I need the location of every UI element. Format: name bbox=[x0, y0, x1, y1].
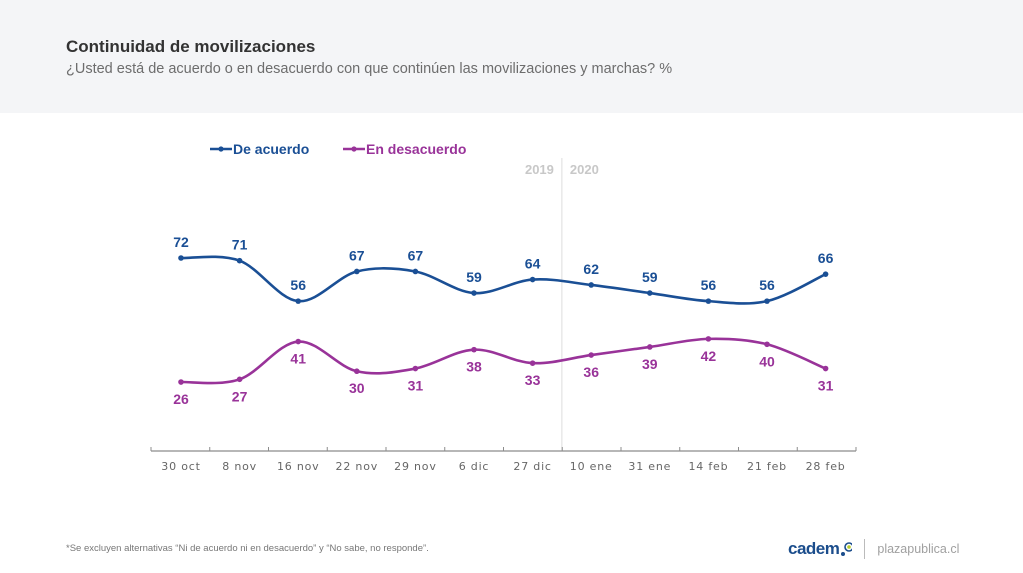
data-label-en-desacuerdo: 30 bbox=[349, 380, 365, 396]
data-point-en-desacuerdo bbox=[764, 341, 770, 348]
x-axis: 30 oct 8 nov 16 nov 22 nov 29 nov 6 dic 27 dic… bbox=[150, 447, 857, 473]
data-label-de-acuerdo: 59 bbox=[642, 269, 658, 285]
year-divider: 2019 2020 bbox=[525, 158, 599, 451]
data-point-de-acuerdo bbox=[822, 271, 829, 277]
data-label-de-acuerdo: 67 bbox=[349, 247, 365, 263]
cadem-logo-icon bbox=[841, 542, 853, 556]
data-point-en-desacuerdo bbox=[236, 376, 243, 383]
x-tick-label: 27 dic bbox=[513, 460, 551, 473]
data-point-de-acuerdo bbox=[647, 290, 653, 296]
data-label-de-acuerdo: 56 bbox=[701, 277, 717, 293]
legend-label-en-desacuerdo: En desacuerdo bbox=[366, 141, 466, 157]
data-label-en-desacuerdo: 26 bbox=[173, 391, 189, 407]
legend-marker-de-acuerdo bbox=[218, 146, 224, 152]
data-label-de-acuerdo: 66 bbox=[818, 250, 834, 266]
brand-block: cadem plazapublica.cl bbox=[788, 539, 959, 559]
data-point-en-desacuerdo bbox=[588, 352, 594, 358]
x-tick-label: 10 ene bbox=[570, 460, 613, 473]
x-tick-label: 21 feb bbox=[747, 460, 787, 473]
series-de-acuerdo: 72 71 56 67 67 59 64 62 59 56 56 66 bbox=[173, 234, 834, 305]
data-label-en-desacuerdo: 39 bbox=[642, 356, 658, 372]
data-label-de-acuerdo: 56 bbox=[290, 277, 306, 293]
footnote: *Se excluyen alternativas “Ni de acuerdo… bbox=[66, 543, 429, 554]
legend-item-en-desacuerdo: En desacuerdo bbox=[343, 141, 466, 157]
data-point-en-desacuerdo bbox=[822, 365, 829, 372]
x-tick-label: 31 ene bbox=[628, 460, 671, 473]
data-point-de-acuerdo bbox=[236, 257, 243, 264]
data-label-en-desacuerdo: 31 bbox=[408, 378, 424, 394]
data-label-de-acuerdo: 67 bbox=[408, 247, 424, 263]
cadem-logo: cadem bbox=[788, 539, 840, 559]
data-point-de-acuerdo bbox=[354, 268, 360, 275]
x-tick-label: 14 feb bbox=[688, 460, 728, 473]
data-point-de-acuerdo bbox=[178, 255, 184, 261]
x-tick-label: 28 feb bbox=[806, 460, 846, 473]
series-line-de-acuerdo bbox=[179, 255, 827, 305]
x-tick-label: 30 oct bbox=[161, 460, 200, 473]
data-point-de-acuerdo bbox=[471, 290, 477, 296]
data-label-en-desacuerdo: 31 bbox=[818, 378, 834, 394]
x-tick-label: 16 nov bbox=[277, 460, 320, 473]
data-point-en-desacuerdo bbox=[471, 346, 477, 353]
data-point-en-desacuerdo bbox=[178, 379, 184, 385]
data-label-en-desacuerdo: 33 bbox=[525, 372, 541, 388]
data-point-de-acuerdo bbox=[295, 298, 302, 304]
data-point-de-acuerdo bbox=[588, 282, 594, 288]
data-point-en-desacuerdo bbox=[412, 365, 419, 372]
legend-marker-en-desacuerdo bbox=[351, 146, 357, 152]
data-point-en-desacuerdo bbox=[705, 336, 712, 342]
data-point-de-acuerdo bbox=[529, 276, 536, 283]
year-label-2019: 2019 bbox=[525, 162, 554, 177]
data-label-de-acuerdo: 72 bbox=[173, 234, 189, 250]
data-label-en-desacuerdo: 41 bbox=[290, 351, 306, 367]
data-label-en-desacuerdo: 36 bbox=[583, 364, 599, 380]
data-point-de-acuerdo bbox=[764, 298, 770, 304]
data-point-en-desacuerdo bbox=[529, 360, 536, 366]
data-label-en-desacuerdo: 42 bbox=[701, 348, 717, 364]
header-band: Continuidad de movilizaciones ¿Usted est… bbox=[0, 0, 1023, 113]
data-point-en-desacuerdo bbox=[295, 338, 302, 345]
legend: De acuerdo En desacuerdo bbox=[210, 141, 466, 157]
data-label-de-acuerdo: 62 bbox=[583, 261, 599, 277]
data-point-de-acuerdo bbox=[705, 298, 712, 304]
data-label-de-acuerdo: 56 bbox=[759, 277, 775, 293]
data-label-de-acuerdo: 71 bbox=[232, 237, 248, 253]
data-label-en-desacuerdo: 40 bbox=[759, 353, 775, 369]
brand-separator bbox=[864, 539, 866, 559]
x-tick-label: 29 nov bbox=[394, 460, 437, 473]
year-label-2020: 2020 bbox=[570, 162, 599, 177]
data-label-en-desacuerdo: 27 bbox=[232, 388, 248, 404]
data-point-en-desacuerdo bbox=[647, 344, 653, 350]
data-label-de-acuerdo: 64 bbox=[525, 256, 541, 272]
chart-title: Continuidad de movilizaciones bbox=[66, 37, 316, 56]
series-line-en-desacuerdo bbox=[179, 337, 827, 385]
x-tick-label: 22 nov bbox=[336, 460, 379, 473]
chart-subtitle: ¿Usted está de acuerdo o en desacuerdo c… bbox=[66, 61, 673, 77]
data-label-en-desacuerdo: 38 bbox=[466, 359, 482, 375]
x-tick-label: 8 nov bbox=[222, 460, 257, 473]
series-en-desacuerdo: 26 27 41 30 31 38 33 36 39 42 40 31 bbox=[173, 336, 834, 407]
data-label-de-acuerdo: 59 bbox=[466, 269, 482, 285]
site-link[interactable]: plazapublica.cl bbox=[877, 542, 960, 556]
legend-item-de-acuerdo: De acuerdo bbox=[210, 141, 309, 157]
data-point-de-acuerdo bbox=[412, 268, 419, 275]
cadem-logo-text: cadem bbox=[788, 539, 840, 558]
x-tick-label: 6 dic bbox=[459, 460, 490, 473]
legend-label-de-acuerdo: De acuerdo bbox=[233, 141, 309, 157]
series-layer: 72 71 56 67 67 59 64 62 59 56 56 66 26 27 41 30 31 38 33 36… bbox=[173, 234, 833, 407]
data-point-en-desacuerdo bbox=[354, 368, 360, 375]
